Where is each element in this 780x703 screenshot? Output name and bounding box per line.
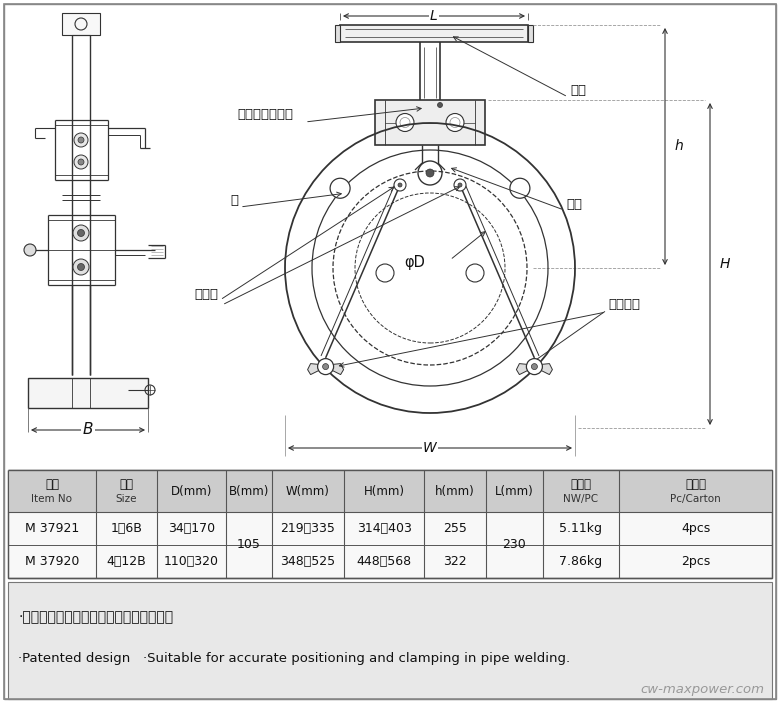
Circle shape — [78, 159, 84, 165]
Bar — [335, 25, 340, 42]
Circle shape — [74, 133, 88, 147]
Circle shape — [330, 179, 350, 198]
Circle shape — [458, 183, 462, 187]
Text: 7.86kg: 7.86kg — [559, 555, 603, 568]
Text: 爪: 爪 — [230, 193, 238, 207]
Text: 105: 105 — [236, 538, 261, 551]
Text: 快速移动用按钮: 快速移动用按钮 — [237, 108, 293, 122]
Text: H(mm): H(mm) — [363, 484, 405, 498]
Text: Pc/Carton: Pc/Carton — [670, 494, 721, 504]
Text: 蝶形螺栓: 蝶形螺栓 — [608, 299, 640, 311]
Bar — [28, 378, 148, 408]
Circle shape — [446, 113, 464, 131]
Text: ·Patented design   ·Suitable for accurate positioning and clamping in pipe weldi: ·Patented design ·Suitable for accurate … — [18, 652, 570, 664]
Text: 4pcs: 4pcs — [681, 522, 711, 535]
Polygon shape — [540, 363, 552, 375]
Bar — [8, 470, 772, 578]
Circle shape — [73, 259, 89, 275]
Text: W(mm): W(mm) — [286, 484, 330, 498]
Text: 110～320: 110～320 — [164, 555, 219, 568]
Circle shape — [77, 229, 84, 236]
Bar — [528, 25, 533, 42]
Text: H: H — [720, 257, 730, 271]
Circle shape — [531, 363, 537, 370]
Text: 322: 322 — [443, 555, 466, 568]
Text: 装箱数: 装箱数 — [685, 477, 706, 491]
Text: 爪连轴: 爪连轴 — [194, 288, 218, 302]
Circle shape — [74, 155, 88, 169]
Text: 5.11kg: 5.11kg — [559, 522, 602, 535]
Circle shape — [466, 264, 484, 282]
Text: Size: Size — [115, 494, 137, 504]
Bar — [62, 13, 100, 35]
Bar — [8, 582, 772, 699]
Circle shape — [418, 161, 442, 185]
Text: h(mm): h(mm) — [435, 484, 475, 498]
Text: 348～525: 348～525 — [280, 555, 335, 568]
Text: φD: φD — [405, 255, 425, 271]
Text: 货号: 货号 — [45, 477, 59, 491]
Text: 2pcs: 2pcs — [681, 555, 711, 568]
Circle shape — [510, 179, 530, 198]
Text: 转臂: 转臂 — [570, 84, 586, 96]
Circle shape — [73, 225, 89, 241]
Text: ·适用于管道连接焊接时的准确定位和夹紧: ·适用于管道连接焊接时的准确定位和夹紧 — [18, 610, 173, 624]
Circle shape — [24, 244, 36, 256]
Polygon shape — [307, 363, 321, 375]
Text: M 37921: M 37921 — [25, 522, 79, 535]
Circle shape — [317, 359, 334, 375]
Text: 规格: 规格 — [119, 477, 133, 491]
Circle shape — [376, 264, 394, 282]
Text: D(mm): D(mm) — [171, 484, 212, 498]
Circle shape — [526, 359, 542, 375]
Text: M 37920: M 37920 — [25, 555, 79, 568]
Text: B(mm): B(mm) — [229, 484, 269, 498]
Circle shape — [394, 179, 406, 191]
Text: 1～6B: 1～6B — [111, 522, 143, 535]
Text: 4～12B: 4～12B — [107, 555, 147, 568]
Text: 314～403: 314～403 — [356, 522, 412, 535]
Text: h: h — [675, 139, 684, 153]
Text: 34～170: 34～170 — [168, 522, 215, 535]
Bar — [340, 25, 528, 42]
Text: cw-maxpower.com: cw-maxpower.com — [640, 683, 764, 695]
Text: 230: 230 — [502, 538, 526, 551]
Text: Item No: Item No — [31, 494, 73, 504]
Text: W: W — [423, 441, 437, 455]
Text: B: B — [83, 423, 94, 437]
Circle shape — [438, 103, 442, 108]
Polygon shape — [331, 363, 344, 375]
Bar — [375, 100, 485, 145]
Text: L: L — [430, 9, 438, 23]
Circle shape — [77, 264, 84, 271]
Bar — [8, 470, 772, 512]
Text: L(mm): L(mm) — [495, 484, 534, 498]
Circle shape — [396, 113, 414, 131]
Circle shape — [398, 183, 402, 187]
Text: 448～568: 448～568 — [356, 555, 412, 568]
Text: 单支重: 单支重 — [570, 477, 591, 491]
Text: NW/PC: NW/PC — [563, 494, 598, 504]
Text: 把手: 把手 — [566, 198, 582, 212]
Circle shape — [78, 137, 84, 143]
Circle shape — [323, 363, 328, 370]
Text: 219～335: 219～335 — [281, 522, 335, 535]
Polygon shape — [516, 363, 530, 375]
Circle shape — [426, 169, 434, 177]
Text: 255: 255 — [443, 522, 467, 535]
Circle shape — [454, 179, 466, 191]
